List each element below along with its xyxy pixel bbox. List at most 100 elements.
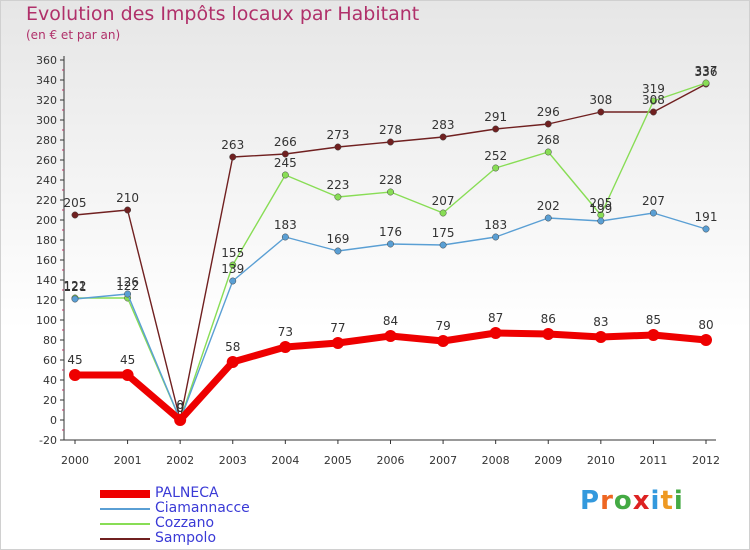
data-point: [281, 171, 289, 179]
x-tick-label: 2008: [482, 454, 510, 467]
data-label: 296: [537, 105, 560, 119]
data-label: 191: [695, 210, 718, 224]
y-tick-label: 20: [43, 394, 57, 407]
y-tick-label: 40: [43, 374, 57, 387]
proxiti-logo: Proxiti: [580, 486, 684, 516]
data-label: 0: [176, 401, 184, 415]
y-tick-label: 260: [36, 154, 57, 167]
data-label: 73: [278, 325, 293, 339]
y-tick-label: 100: [36, 314, 57, 327]
data-point: [229, 261, 237, 269]
data-label: 228: [379, 173, 402, 187]
chart-title: Evolution des Impôts locaux par Habitant: [26, 3, 420, 25]
data-point: [121, 369, 134, 381]
data-label: 207: [432, 194, 455, 208]
data-point: [439, 241, 447, 249]
data-label: 0: [176, 401, 184, 415]
data-label: 80: [698, 318, 713, 332]
data-label: 79: [435, 319, 450, 333]
y-tick-label: 120: [36, 294, 57, 307]
x-tick-label: 2004: [271, 454, 299, 467]
data-label: 319: [642, 82, 665, 96]
data-label: 278: [379, 123, 402, 137]
y-tick-label: 180: [36, 234, 57, 247]
data-point: [597, 217, 605, 225]
data-point: [69, 369, 81, 381]
data-label: 291: [484, 110, 507, 124]
data-label: 252: [484, 149, 507, 163]
x-tick-label: 2005: [324, 454, 352, 467]
data-point: [124, 206, 132, 214]
data-point: [439, 133, 447, 141]
data-label: 0: [176, 398, 184, 412]
y-tick-label: 200: [36, 214, 57, 227]
data-label: 126: [116, 275, 139, 289]
y-tick-label: -20: [39, 434, 57, 447]
x-tick-label: 2006: [377, 454, 405, 467]
legend-swatch: [100, 538, 150, 540]
x-tick-label: 2003: [219, 454, 247, 467]
x-tick-label: 2000: [61, 454, 89, 467]
data-point: [71, 295, 79, 303]
data-point: [437, 335, 450, 347]
data-label: 210: [116, 191, 139, 205]
x-tick-label: 2010: [587, 454, 615, 467]
data-label: 245: [274, 156, 297, 170]
data-point: [387, 138, 394, 146]
data-label: 169: [326, 232, 349, 246]
data-label: 308: [642, 93, 665, 107]
data-point: [226, 356, 239, 368]
data-label: 85: [646, 313, 661, 327]
data-point: [384, 330, 397, 342]
data-point: [279, 341, 292, 353]
data-label: 337: [695, 64, 718, 78]
data-label: 122: [64, 279, 87, 293]
legend-swatch: [100, 508, 150, 510]
y-tick-label: 220: [36, 194, 57, 207]
data-point: [544, 214, 552, 222]
data-label: 207: [642, 194, 665, 208]
data-point: [649, 97, 657, 105]
y-tick-label: 0: [50, 414, 57, 427]
data-label: 86: [541, 312, 556, 326]
x-tick-label: 2002: [166, 454, 194, 467]
data-point: [334, 247, 342, 255]
x-tick-label: 2012: [692, 454, 720, 467]
data-point: [71, 211, 79, 219]
data-label: 175: [432, 226, 455, 240]
data-point: [542, 328, 555, 340]
data-label: 223: [326, 178, 349, 192]
legend-swatch: [100, 523, 150, 525]
y-tick-label: 240: [36, 174, 57, 187]
data-label: 266: [274, 135, 297, 149]
legend-label: PALNECA: [155, 485, 219, 501]
legend-label: Cozzano: [155, 515, 215, 531]
data-point: [649, 209, 657, 217]
y-tick-label: 340: [36, 74, 57, 87]
data-label: 205: [589, 196, 612, 210]
data-point: [597, 108, 605, 116]
legend-label: Ciamannacce: [155, 500, 250, 516]
data-label: 155: [221, 246, 244, 260]
data-label: 176: [379, 225, 402, 239]
data-point: [594, 331, 607, 343]
data-point: [331, 337, 344, 349]
data-label: 308: [589, 93, 612, 107]
data-label: 336: [695, 65, 718, 79]
data-point: [387, 240, 394, 248]
y-tick-label: 300: [36, 114, 57, 127]
data-label: 199: [589, 202, 612, 216]
data-label: 122: [116, 279, 139, 293]
chart-subtitle: (en € et par an): [26, 28, 121, 42]
data-point: [492, 164, 500, 172]
data-point: [544, 120, 552, 128]
data-point: [702, 225, 710, 233]
data-label: 273: [326, 128, 349, 142]
data-label: 45: [67, 353, 82, 367]
y-tick-label: 160: [36, 254, 57, 267]
data-label: 283: [432, 118, 455, 132]
data-label: 183: [274, 218, 297, 232]
y-tick-label: 320: [36, 94, 57, 107]
